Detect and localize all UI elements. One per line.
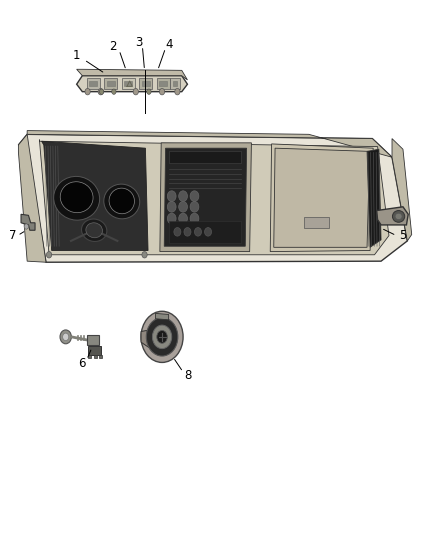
Polygon shape [27, 131, 392, 157]
Circle shape [147, 89, 151, 94]
Circle shape [174, 228, 181, 236]
Circle shape [179, 191, 187, 201]
Bar [88, 346, 101, 355]
Circle shape [167, 201, 176, 212]
Circle shape [112, 89, 116, 94]
Text: 1: 1 [73, 50, 81, 62]
Bar [169, 151, 241, 163]
Circle shape [63, 333, 69, 341]
Polygon shape [270, 144, 373, 252]
Ellipse shape [54, 176, 99, 220]
Bar [89, 81, 97, 86]
Circle shape [179, 201, 187, 212]
Ellipse shape [392, 211, 405, 222]
Circle shape [184, 228, 191, 236]
Polygon shape [141, 330, 155, 348]
Text: 2: 2 [109, 41, 117, 53]
Polygon shape [42, 141, 148, 251]
Circle shape [167, 191, 176, 201]
Polygon shape [274, 148, 370, 247]
Bar [87, 335, 99, 345]
Bar [124, 81, 132, 86]
Polygon shape [39, 140, 389, 255]
Circle shape [190, 191, 199, 201]
Bar [159, 81, 167, 86]
Bar [157, 78, 170, 89]
Text: 7: 7 [9, 229, 17, 242]
Polygon shape [164, 148, 247, 246]
Bar [104, 78, 117, 89]
Polygon shape [160, 143, 251, 252]
Polygon shape [18, 134, 407, 262]
Bar [99, 355, 102, 358]
Circle shape [142, 252, 147, 258]
Polygon shape [21, 214, 35, 230]
Text: 3: 3 [136, 36, 143, 49]
Bar [107, 81, 115, 86]
Polygon shape [367, 149, 381, 247]
Bar [87, 78, 100, 89]
Bar [170, 78, 180, 89]
Ellipse shape [104, 184, 140, 219]
Bar [122, 78, 135, 89]
Bar [88, 355, 91, 358]
Circle shape [157, 330, 167, 343]
Circle shape [85, 88, 90, 95]
Ellipse shape [81, 219, 107, 241]
Circle shape [190, 201, 199, 212]
Circle shape [99, 89, 104, 94]
Text: 4: 4 [165, 38, 173, 51]
Text: 6: 6 [78, 357, 86, 370]
Circle shape [60, 330, 71, 344]
Ellipse shape [109, 188, 134, 214]
Bar [173, 81, 177, 86]
Bar [169, 221, 241, 243]
Circle shape [159, 88, 165, 95]
Circle shape [146, 318, 178, 356]
Circle shape [205, 228, 212, 236]
Bar [94, 355, 97, 358]
Text: 8: 8 [185, 369, 192, 382]
Circle shape [24, 224, 28, 229]
Polygon shape [377, 207, 408, 225]
Circle shape [46, 252, 52, 258]
Circle shape [141, 311, 183, 362]
Bar [142, 81, 150, 86]
Circle shape [190, 213, 199, 224]
Polygon shape [77, 69, 187, 80]
Ellipse shape [86, 223, 102, 238]
Circle shape [133, 88, 138, 95]
Circle shape [179, 213, 187, 224]
Circle shape [175, 88, 180, 95]
Circle shape [194, 228, 201, 236]
Circle shape [167, 213, 176, 224]
Polygon shape [392, 139, 412, 241]
Bar [304, 217, 328, 228]
Polygon shape [77, 76, 187, 92]
Polygon shape [18, 134, 46, 262]
Polygon shape [155, 313, 169, 320]
Ellipse shape [60, 182, 93, 213]
Circle shape [152, 325, 172, 349]
Text: 5: 5 [399, 229, 406, 242]
Bar [139, 78, 152, 89]
Ellipse shape [395, 213, 402, 220]
Circle shape [98, 88, 103, 95]
